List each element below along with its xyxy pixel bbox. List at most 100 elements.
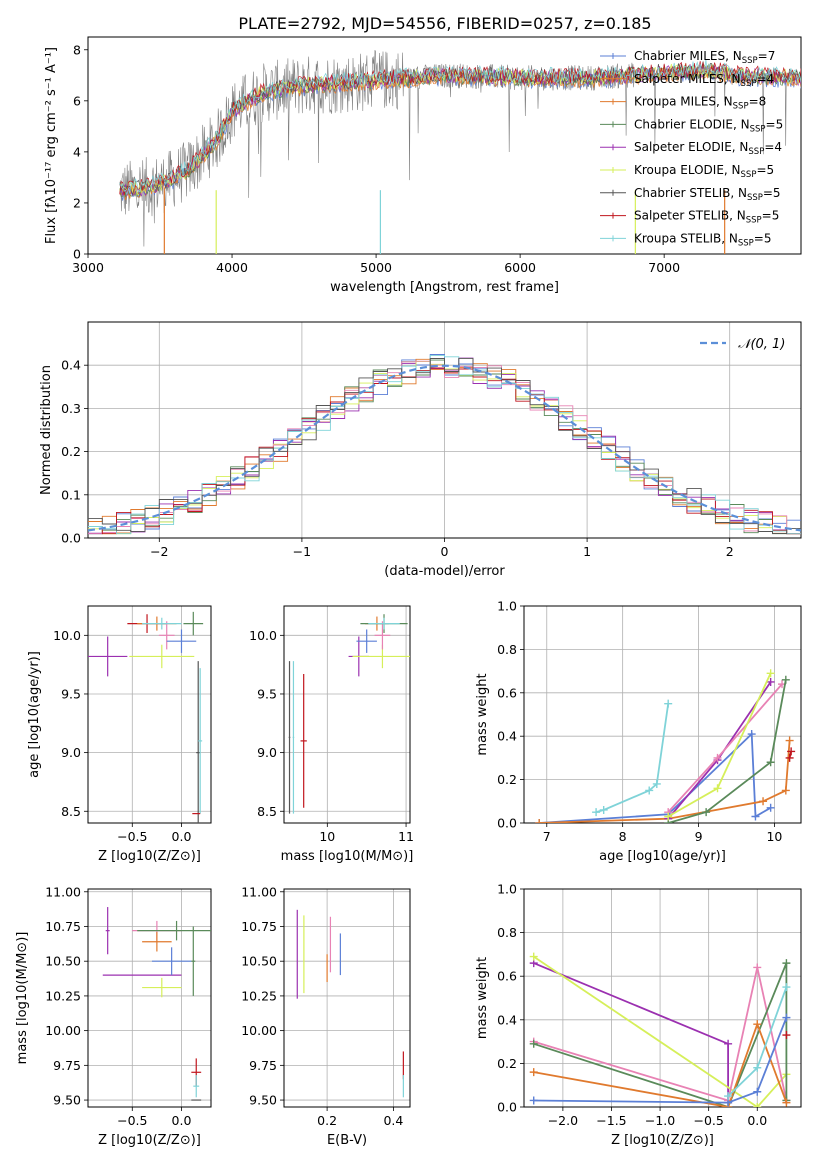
residuals-xlabel: (data-model)/error bbox=[384, 564, 505, 579]
weight_vs_age-ytick-label: 0.0 bbox=[497, 816, 517, 831]
weight_vs_age-ytick-label: 1.0 bbox=[497, 599, 517, 614]
weight_vs_age-marker bbox=[781, 675, 790, 684]
weight_vs_Z-marker bbox=[529, 1068, 538, 1077]
weight_vs_age-marker bbox=[766, 669, 775, 678]
weight_vs_Z-marker bbox=[782, 1031, 791, 1040]
weight_vs_age-marker bbox=[785, 753, 794, 762]
weight_vs_age-marker bbox=[713, 784, 722, 793]
mass_vs_Z-point bbox=[193, 1075, 200, 1098]
mass_vs_ebv-ytick-label: 10.25 bbox=[241, 988, 277, 1003]
age_vs_mass-ytick-label: 8.5 bbox=[257, 804, 277, 819]
weight_vs_Z-marker bbox=[753, 1087, 762, 1096]
mass_vs_ebv-ytick-label: 11.00 bbox=[241, 884, 277, 899]
weight_vs_age-marker bbox=[713, 753, 722, 762]
weight_vs_Z-marker bbox=[782, 1098, 791, 1107]
weight_vs_age-series bbox=[664, 680, 787, 817]
weight_vs_Z-xtick-label: −1.0 bbox=[645, 1113, 675, 1128]
age_vs_mass-ytick-label: 9.5 bbox=[257, 686, 277, 701]
spectrum-ylabel: Flux [fλ10⁻¹⁷ erg cm⁻² s⁻¹ A⁻¹] bbox=[44, 47, 59, 244]
spectrum-ytick-label: 6 bbox=[73, 93, 81, 108]
age_vs_Z-ytick-label: 10.0 bbox=[53, 628, 81, 643]
spectrum-ytick-label: 2 bbox=[73, 195, 81, 210]
weight_vs_age-marker bbox=[645, 786, 654, 795]
mass_vs_Z-ylabel: mass [log10(M/M⊙)] bbox=[15, 932, 30, 1065]
legend-value: =5 bbox=[762, 209, 780, 223]
legend-subscript: SSP bbox=[747, 193, 763, 203]
age_vs_mass-xtick-label: 11 bbox=[398, 829, 414, 844]
spectrum-xlabel: wavelength [Angstrom, rest frame] bbox=[330, 280, 559, 295]
weight_vs_age-marker bbox=[664, 699, 673, 708]
weight_vs_Z-marker bbox=[724, 1092, 733, 1101]
age_vs_Z-xtick-label: 0.0 bbox=[172, 829, 192, 844]
weight_vs_Z-xlabel: Z [log10(Z/Z⊙)] bbox=[611, 1133, 714, 1148]
weight_vs_age-series bbox=[535, 730, 775, 823]
age_vs_mass-point bbox=[292, 661, 295, 814]
mass_vs_ebv-ytick-label: 9.75 bbox=[249, 1058, 277, 1073]
age_vs_Z-ytick-label: 9.0 bbox=[61, 745, 81, 760]
weight_vs_Z-series bbox=[724, 983, 791, 1101]
spectrum-model-line bbox=[119, 65, 801, 201]
mass_vs_Z-frame bbox=[87, 888, 212, 1108]
legend-value: =5 bbox=[763, 186, 781, 200]
legend-entry: Kroupa STELIB, NSSP=5 bbox=[634, 231, 772, 248]
weight_vs_Z-marker bbox=[529, 952, 538, 961]
weight_vs_age-marker bbox=[766, 677, 775, 686]
legend-entry: Salpeter MILES, NSSP=4 bbox=[634, 72, 774, 89]
weight_vs_Z-series-line bbox=[533, 967, 788, 1102]
mass_vs_Z-ytick-label: 10.50 bbox=[45, 954, 81, 969]
mass_vs_ebv-frame bbox=[283, 888, 411, 1108]
weight_vs_age-marker bbox=[787, 747, 796, 756]
weight_vs_Z-marker bbox=[753, 1063, 762, 1072]
mass_vs_Z-xlabel: Z [log10(Z/Z⊙)] bbox=[98, 1133, 201, 1148]
residuals-xtick-label: 0 bbox=[441, 544, 449, 559]
age_vs_mass-frame bbox=[283, 605, 411, 824]
age_vs_mass-point bbox=[288, 661, 291, 814]
weight_vs_Z-marker bbox=[782, 1013, 791, 1022]
legend-entry: Salpeter ELODIE, NSSP=4 bbox=[634, 140, 782, 157]
weight_vs_age-marker bbox=[766, 803, 775, 812]
spectrum-model-line bbox=[119, 61, 801, 196]
age_vs_mass-ytick-label: 10.0 bbox=[249, 628, 277, 643]
legend-entry: Chabrier ELODIE, NSSP=5 bbox=[634, 117, 783, 134]
weight_vs_age-frame bbox=[523, 605, 802, 824]
weight_vs_age-series bbox=[785, 747, 796, 762]
residuals-ytick-label: 0.4 bbox=[61, 358, 81, 373]
residuals-xtick-label: 1 bbox=[583, 544, 591, 559]
weight_vs_Z-marker bbox=[529, 1096, 538, 1105]
age_vs_Z-point bbox=[88, 636, 128, 677]
mass_vs_ebv-xlabel: E(B-V) bbox=[327, 1133, 367, 1148]
spectrum-model-line bbox=[119, 61, 801, 196]
residuals-xtick-label: −1 bbox=[293, 544, 311, 559]
mass_vs_Z-ytick-label: 11.00 bbox=[45, 884, 81, 899]
legend-value: =4 bbox=[764, 140, 782, 154]
legend-subscript: SSP bbox=[750, 124, 766, 134]
age_vs_Z-point bbox=[142, 617, 182, 630]
weight_vs_age-xtick-label: 7 bbox=[543, 829, 551, 844]
weight_vs_Z-series bbox=[782, 1031, 791, 1040]
weight_vs_Z-marker bbox=[782, 959, 791, 968]
spectrum-ytick-label: 4 bbox=[73, 144, 81, 159]
weight_vs_Z-xtick-label: −0.5 bbox=[693, 1113, 723, 1128]
weight_vs_Z-marker bbox=[529, 1039, 538, 1048]
weight_vs_Z-axes: −2.0 −1.5 −1.0 −0.5 0.0 0.0 0.2 0.4 0.6 0.8 1.0 Z [… bbox=[475, 882, 802, 1148]
weight_vs_Z-xtick-label: −1.5 bbox=[596, 1113, 626, 1128]
legend-value: =4 bbox=[756, 72, 774, 86]
age_vs_Z-point bbox=[158, 621, 175, 650]
legend-subscript: SSP bbox=[748, 147, 764, 157]
residual-legend-label: 𝒩(0, 1) bbox=[738, 337, 785, 352]
residuals-xtick-label: −2 bbox=[150, 544, 168, 559]
weight_vs_Z-ytick-label: 0.8 bbox=[497, 925, 517, 940]
weight_vs_Z-marker bbox=[753, 1020, 762, 1029]
weight_vs_age-ylabel: mass weight bbox=[475, 673, 490, 755]
mass_vs_Z-xtick-label: −0.5 bbox=[117, 1113, 147, 1128]
residuals-ytick-label: 0.2 bbox=[61, 444, 81, 459]
residual-histogram bbox=[88, 355, 801, 535]
age_vs_mass-point bbox=[374, 621, 391, 650]
mass_vs_ebv-ytick-label: 10.75 bbox=[241, 919, 277, 934]
weight_vs_Z-series-line bbox=[533, 1021, 788, 1107]
mass_vs_ebv-ytick-label: 10.50 bbox=[241, 954, 277, 969]
weight_vs_age-series bbox=[592, 699, 673, 817]
residuals-xtick-label: 2 bbox=[726, 544, 734, 559]
weight_vs_age-ytick-label: 0.8 bbox=[497, 642, 517, 657]
